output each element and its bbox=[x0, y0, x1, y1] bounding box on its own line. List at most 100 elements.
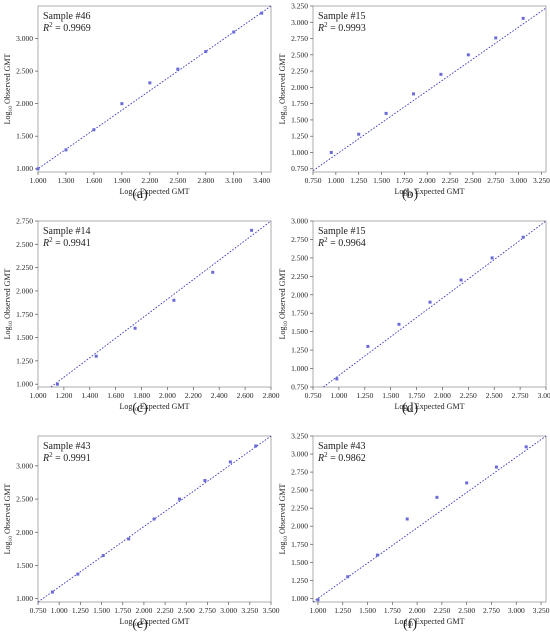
y-tick-label: 2.250 bbox=[291, 67, 308, 76]
y-tick-label: 1.000 bbox=[16, 164, 33, 173]
y-tick-label: 1.000 bbox=[16, 594, 33, 603]
x-tick-label: 1.500 bbox=[93, 606, 110, 615]
data-point: 1.45, 1.3 bbox=[94, 354, 98, 358]
y-tick-label: 2.500 bbox=[291, 253, 308, 262]
y-tick-label: 2.500 bbox=[291, 50, 308, 59]
data-point: 3.05, 3.06 bbox=[521, 16, 525, 20]
y-tick-label: 1.500 bbox=[16, 561, 33, 570]
x-tick-label: 1.900 bbox=[113, 176, 130, 185]
x-tick-label: 1.250 bbox=[72, 606, 89, 615]
x-tick-label: 1.600 bbox=[85, 176, 102, 185]
data-point: 2.05, 1.9 bbox=[172, 298, 176, 302]
y-tick-label: 1.750 bbox=[291, 309, 308, 318]
x-axis-label: Log10 Expected GMT bbox=[395, 402, 465, 413]
y-axis-label: Log10 Observed GMT bbox=[278, 268, 289, 339]
data-point: 2.8, 2.82 bbox=[494, 465, 498, 469]
y-tick-label: 1.750 bbox=[291, 540, 308, 549]
y-tick-label: 2.000 bbox=[16, 528, 33, 537]
x-tick-label: 3.250 bbox=[533, 176, 550, 185]
data-point: 1.22, 1.37 bbox=[76, 572, 80, 576]
x-tick-label: 1.750 bbox=[408, 391, 425, 400]
x-tick-label: 0.750 bbox=[305, 391, 322, 400]
data-point: 1, 1 bbox=[36, 167, 40, 171]
data-point: 1.82, 1.9 bbox=[127, 537, 131, 541]
sample-label: Sample #43 bbox=[318, 441, 366, 452]
data-point: 3.4, 3.39 bbox=[260, 11, 264, 15]
data-point: 2.8, 2.8 bbox=[204, 50, 208, 54]
data-point: 2.15, 2.2 bbox=[439, 72, 443, 76]
x-tick-label: 2.500 bbox=[178, 606, 195, 615]
data-point: 2.35, 2.2 bbox=[211, 270, 215, 274]
chart-panel-5: 0.750 1.000 1.250 1.500 1.750 2.000 2.250 2.500… bbox=[3, 435, 280, 632]
x-tick-label: 2.250 bbox=[433, 606, 450, 615]
y-tick-label: 2.000 bbox=[16, 286, 33, 295]
data-point: 1.52, 1.65 bbox=[101, 554, 105, 558]
x-tick-label: 2.750 bbox=[483, 606, 500, 615]
data-point: 1.6, 1.6 bbox=[92, 128, 96, 132]
plot-frame bbox=[312, 220, 547, 388]
data-point: 2.5, 2.53 bbox=[176, 67, 180, 71]
x-tick-label: 2.000 bbox=[434, 391, 451, 400]
y-axis-label: Log10 Observed GMT bbox=[278, 483, 289, 554]
data-point: 2.45, 2.5 bbox=[466, 53, 470, 57]
x-tick-label: 1.750 bbox=[114, 606, 131, 615]
plot-frame bbox=[312, 5, 547, 173]
x-tick-label: 0.750 bbox=[30, 606, 47, 615]
x-tick-label: 3.250 bbox=[533, 606, 550, 615]
y-tick-label: 0.750 bbox=[291, 383, 308, 392]
x-tick-label: 1.000 bbox=[30, 176, 47, 185]
x-tick-label: 1.400 bbox=[81, 391, 98, 400]
plot-frame bbox=[37, 220, 272, 388]
data-point: 0.95, 1 bbox=[329, 150, 333, 154]
y-tick-label: 2.000 bbox=[16, 99, 33, 108]
sample-label: Sample #43 bbox=[43, 441, 91, 452]
y-axis-label: Log10 Observed GMT bbox=[3, 483, 14, 554]
y-tick-label: 1.500 bbox=[291, 327, 308, 336]
y-tick-label: 1.000 bbox=[291, 594, 308, 603]
data-point: 1.9, 2 bbox=[120, 102, 124, 106]
x-tick-label: 2.000 bbox=[409, 606, 426, 615]
data-point: 1.3, 1.29 bbox=[64, 148, 68, 152]
y-axis-label: Log10 Observed GMT bbox=[3, 53, 14, 124]
data-point: 2.18, 2.2 bbox=[459, 278, 463, 282]
y-tick-label: 1.750 bbox=[291, 99, 308, 108]
panel-letter: (c) bbox=[132, 401, 148, 416]
x-tick-label: 3.000 bbox=[510, 176, 527, 185]
x-tick-label: 1.500 bbox=[359, 606, 376, 615]
data-point: 1.55, 1.6 bbox=[384, 111, 388, 115]
y-tick-label: 1.250 bbox=[291, 132, 308, 141]
data-point: 2.12, 2.2 bbox=[152, 517, 156, 521]
chart-panel-1: 1.000 1.300 1.600 1.900 2.200 2.500 2.800 3.100… bbox=[3, 5, 272, 202]
x-tick-label: 1.250 bbox=[350, 176, 367, 185]
plot-frame bbox=[37, 5, 272, 173]
y-tick-label: 2.750 bbox=[291, 235, 308, 244]
r2-label: R2 = 0.9993 bbox=[317, 21, 366, 34]
x-tick-label: 3.000 bbox=[538, 391, 550, 400]
data-point: 3.1, 3.1 bbox=[524, 445, 528, 449]
y-axis-label: Log10 Observed GMT bbox=[3, 268, 14, 339]
data-point: 2.2, 2.4 bbox=[435, 495, 439, 499]
y-tick-label: 2.250 bbox=[16, 263, 33, 272]
x-tick-label: 1.600 bbox=[107, 391, 124, 400]
chart-panel-6: 1.000 1.250 1.500 1.750 2.000 2.250 2.500 2.750… bbox=[278, 432, 550, 633]
data-point: 3.1, 3.1 bbox=[232, 30, 236, 34]
x-tick-label: 2.500 bbox=[464, 176, 481, 185]
y-tick-label: 1.250 bbox=[16, 356, 33, 365]
x-tick-label: 2.600 bbox=[237, 391, 254, 400]
y-tick-label: 2.250 bbox=[291, 504, 308, 513]
x-tick-label: 2.500 bbox=[458, 606, 475, 615]
data-point: 1.75, 1.6 bbox=[133, 326, 137, 330]
x-tick-label: 1.800 bbox=[133, 391, 150, 400]
x-tick-label: 0.750 bbox=[305, 176, 322, 185]
y-tick-label: 1.750 bbox=[16, 310, 33, 319]
y-tick-label: 1.500 bbox=[291, 115, 308, 124]
y-tick-label: 1.500 bbox=[16, 333, 33, 342]
x-tick-label: 3.000 bbox=[220, 606, 237, 615]
y-tick-label: 3.250 bbox=[291, 432, 308, 441]
x-axis-label: Log10 Expected GMT bbox=[395, 187, 465, 198]
x-tick-label: 2.250 bbox=[442, 176, 459, 185]
sample-label: Sample #15 bbox=[318, 11, 366, 22]
y-axis-label: Log10 Observed GMT bbox=[278, 53, 289, 124]
y-tick-label: 2.500 bbox=[291, 486, 308, 495]
